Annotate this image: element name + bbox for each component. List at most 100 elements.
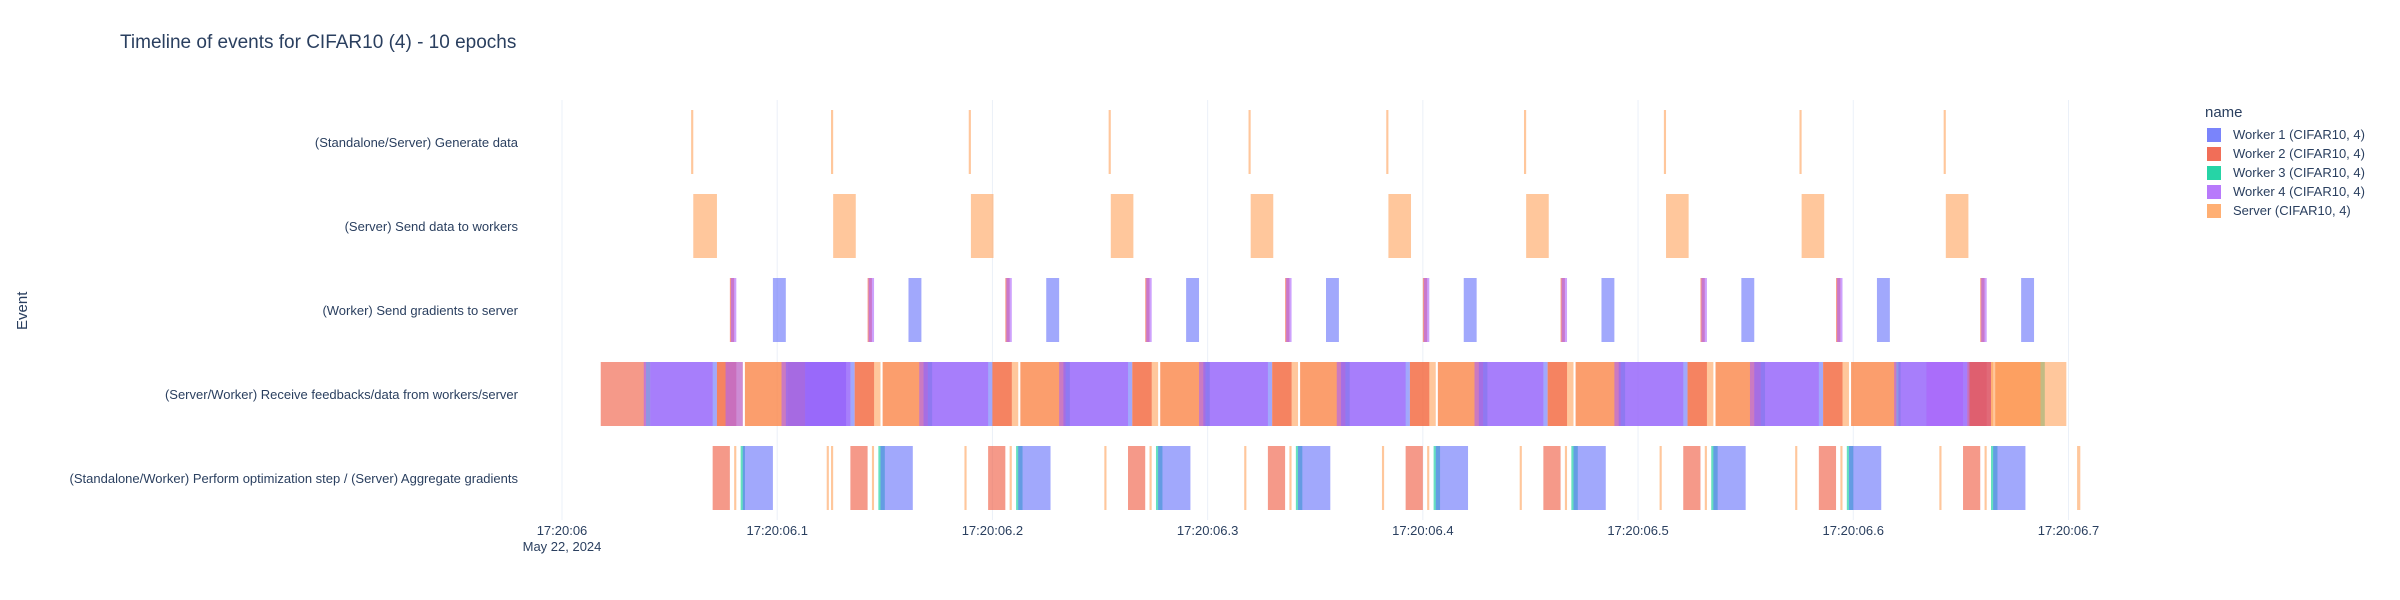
- timeline-bar: [1020, 362, 1066, 426]
- timeline-bar: [1286, 278, 1292, 342]
- timeline-bar: [734, 446, 737, 510]
- legend: name Worker 1 (CIFAR10, 4) Worker 2 (CIFA…: [2205, 104, 2365, 220]
- timeline-bar: [1963, 446, 1981, 510]
- timeline-bar: [1149, 446, 1152, 510]
- legend-swatch: [2207, 184, 2221, 199]
- timeline-bar: [1683, 446, 1701, 510]
- x-tick-label: 17:20:06.6: [1823, 523, 1884, 538]
- timeline-bar: [1984, 446, 1987, 510]
- timeline-bar: [1969, 362, 1992, 426]
- timeline-bar: [831, 110, 834, 174]
- timeline-bar: [1749, 362, 1819, 426]
- timeline-bar: [691, 110, 694, 174]
- timeline-bar: [1059, 362, 1129, 426]
- timeline-bar: [1463, 278, 1477, 342]
- y-tick-label: (Server/Worker) Receive feedbacks/data f…: [165, 387, 519, 402]
- timeline-bar: [970, 194, 994, 258]
- timeline-bar: [1336, 362, 1406, 426]
- timeline-bar: [1741, 278, 1755, 342]
- timeline-bar: [1526, 194, 1549, 258]
- timeline-bar: [1272, 362, 1292, 426]
- timeline-bar: [1523, 110, 1527, 174]
- timeline-bar: [1663, 110, 1667, 174]
- timeline-bar: [1132, 362, 1152, 426]
- timeline-bar: [772, 278, 786, 342]
- timeline-bar: [1248, 110, 1251, 174]
- legend-item[interactable]: Worker 1 (CIFAR10, 4): [2205, 125, 2365, 144]
- timeline-bar: [964, 446, 967, 510]
- x-tick-label: 17:20:06.4: [1392, 523, 1453, 538]
- timeline-bar: [1876, 278, 1890, 342]
- legend-item[interactable]: Worker 2 (CIFAR10, 4): [2205, 144, 2365, 163]
- timeline-bar: [1006, 278, 1012, 342]
- legend-swatch: [2207, 203, 2221, 218]
- legend-item[interactable]: Worker 3 (CIFAR10, 4): [2205, 163, 2365, 182]
- timeline-bar: [1564, 446, 1568, 510]
- timeline-bar: [744, 362, 788, 426]
- timeline-bar: [1108, 110, 1111, 174]
- legend-items: Worker 1 (CIFAR10, 4) Worker 2 (CIFAR10, …: [2205, 125, 2365, 220]
- timeline-bar: [600, 362, 646, 426]
- timeline-bar: [1474, 362, 1544, 426]
- legend-label: Worker 1 (CIFAR10, 4): [2233, 127, 2365, 142]
- timeline-bar: [1298, 446, 1331, 510]
- y-tick-label: (Standalone/Server) Generate data: [315, 135, 519, 150]
- timeline-bar: [1840, 446, 1843, 510]
- timeline-bar: [1405, 446, 1423, 510]
- timeline-bar: [1104, 446, 1107, 510]
- legend-item[interactable]: Server (CIFAR10, 4): [2205, 201, 2365, 220]
- timeline-bar: [1851, 362, 1897, 426]
- timeline-bar: [1199, 362, 1268, 426]
- x-date-label: May 22, 2024: [523, 539, 602, 554]
- timeline-bar: [1573, 446, 1606, 510]
- timeline-bar: [1801, 194, 1825, 258]
- timeline-bar: [1244, 446, 1247, 510]
- timeline-bar: [1009, 446, 1012, 510]
- timeline-bar: [712, 446, 730, 510]
- timeline-bar: [1795, 446, 1798, 510]
- timeline-bar: [1386, 110, 1389, 174]
- timeline-bar: [1409, 362, 1430, 426]
- timeline-bar: [992, 362, 1012, 426]
- legend-item[interactable]: Worker 4 (CIFAR10, 4): [2205, 182, 2365, 201]
- timeline-bar: [1128, 446, 1146, 510]
- timeline-bar: [1158, 446, 1191, 510]
- timeline-bar: [1160, 362, 1206, 426]
- timeline-bar: [1561, 278, 1568, 342]
- timeline-bar: [1289, 446, 1292, 510]
- timeline-bar: [1046, 278, 1060, 342]
- timeline-bar: [1547, 362, 1568, 426]
- timeline-bar: [1326, 278, 1339, 342]
- y-tick-label: (Server) Send data to workers: [345, 219, 519, 234]
- timeline-bar: [850, 446, 868, 510]
- legend-title: name: [2205, 104, 2243, 121]
- x-tick-label: 17:20:06.5: [1607, 523, 1668, 538]
- timeline-bar: [2021, 278, 2035, 342]
- timeline-bar: [988, 446, 1006, 510]
- timeline-bar: [854, 362, 875, 426]
- legend-label: Server (CIFAR10, 4): [2233, 203, 2351, 218]
- y-tick-label: (Standalone/Worker) Perform optimization…: [70, 471, 519, 486]
- timeline-bar: [1388, 194, 1412, 258]
- timeline-bar: [2077, 446, 2081, 510]
- timeline-bar: [868, 278, 875, 342]
- timeline-bar: [1601, 278, 1615, 342]
- legend-swatch: [2207, 146, 2221, 161]
- timeline-bar: [1575, 362, 1621, 426]
- timeline-bar: [826, 446, 829, 510]
- timeline-bar: [1146, 278, 1152, 342]
- timeline-bar: [1250, 194, 1274, 258]
- timeline-bar: [968, 110, 971, 174]
- x-tick-label: 17:20:06: [537, 523, 588, 538]
- timeline-bar: [1713, 446, 1746, 510]
- timeline-bar: [1381, 446, 1385, 510]
- timeline-bar: [1110, 194, 1134, 258]
- timeline-bar: [1701, 278, 1707, 342]
- timeline-bar: [871, 446, 875, 510]
- timeline-bar: [880, 446, 913, 510]
- timeline-bar: [833, 194, 856, 258]
- timeline-bar: [1186, 278, 1200, 342]
- timeline-bar: [1991, 362, 2067, 426]
- timeline-bar: [742, 446, 773, 510]
- legend-swatch: [2207, 165, 2221, 180]
